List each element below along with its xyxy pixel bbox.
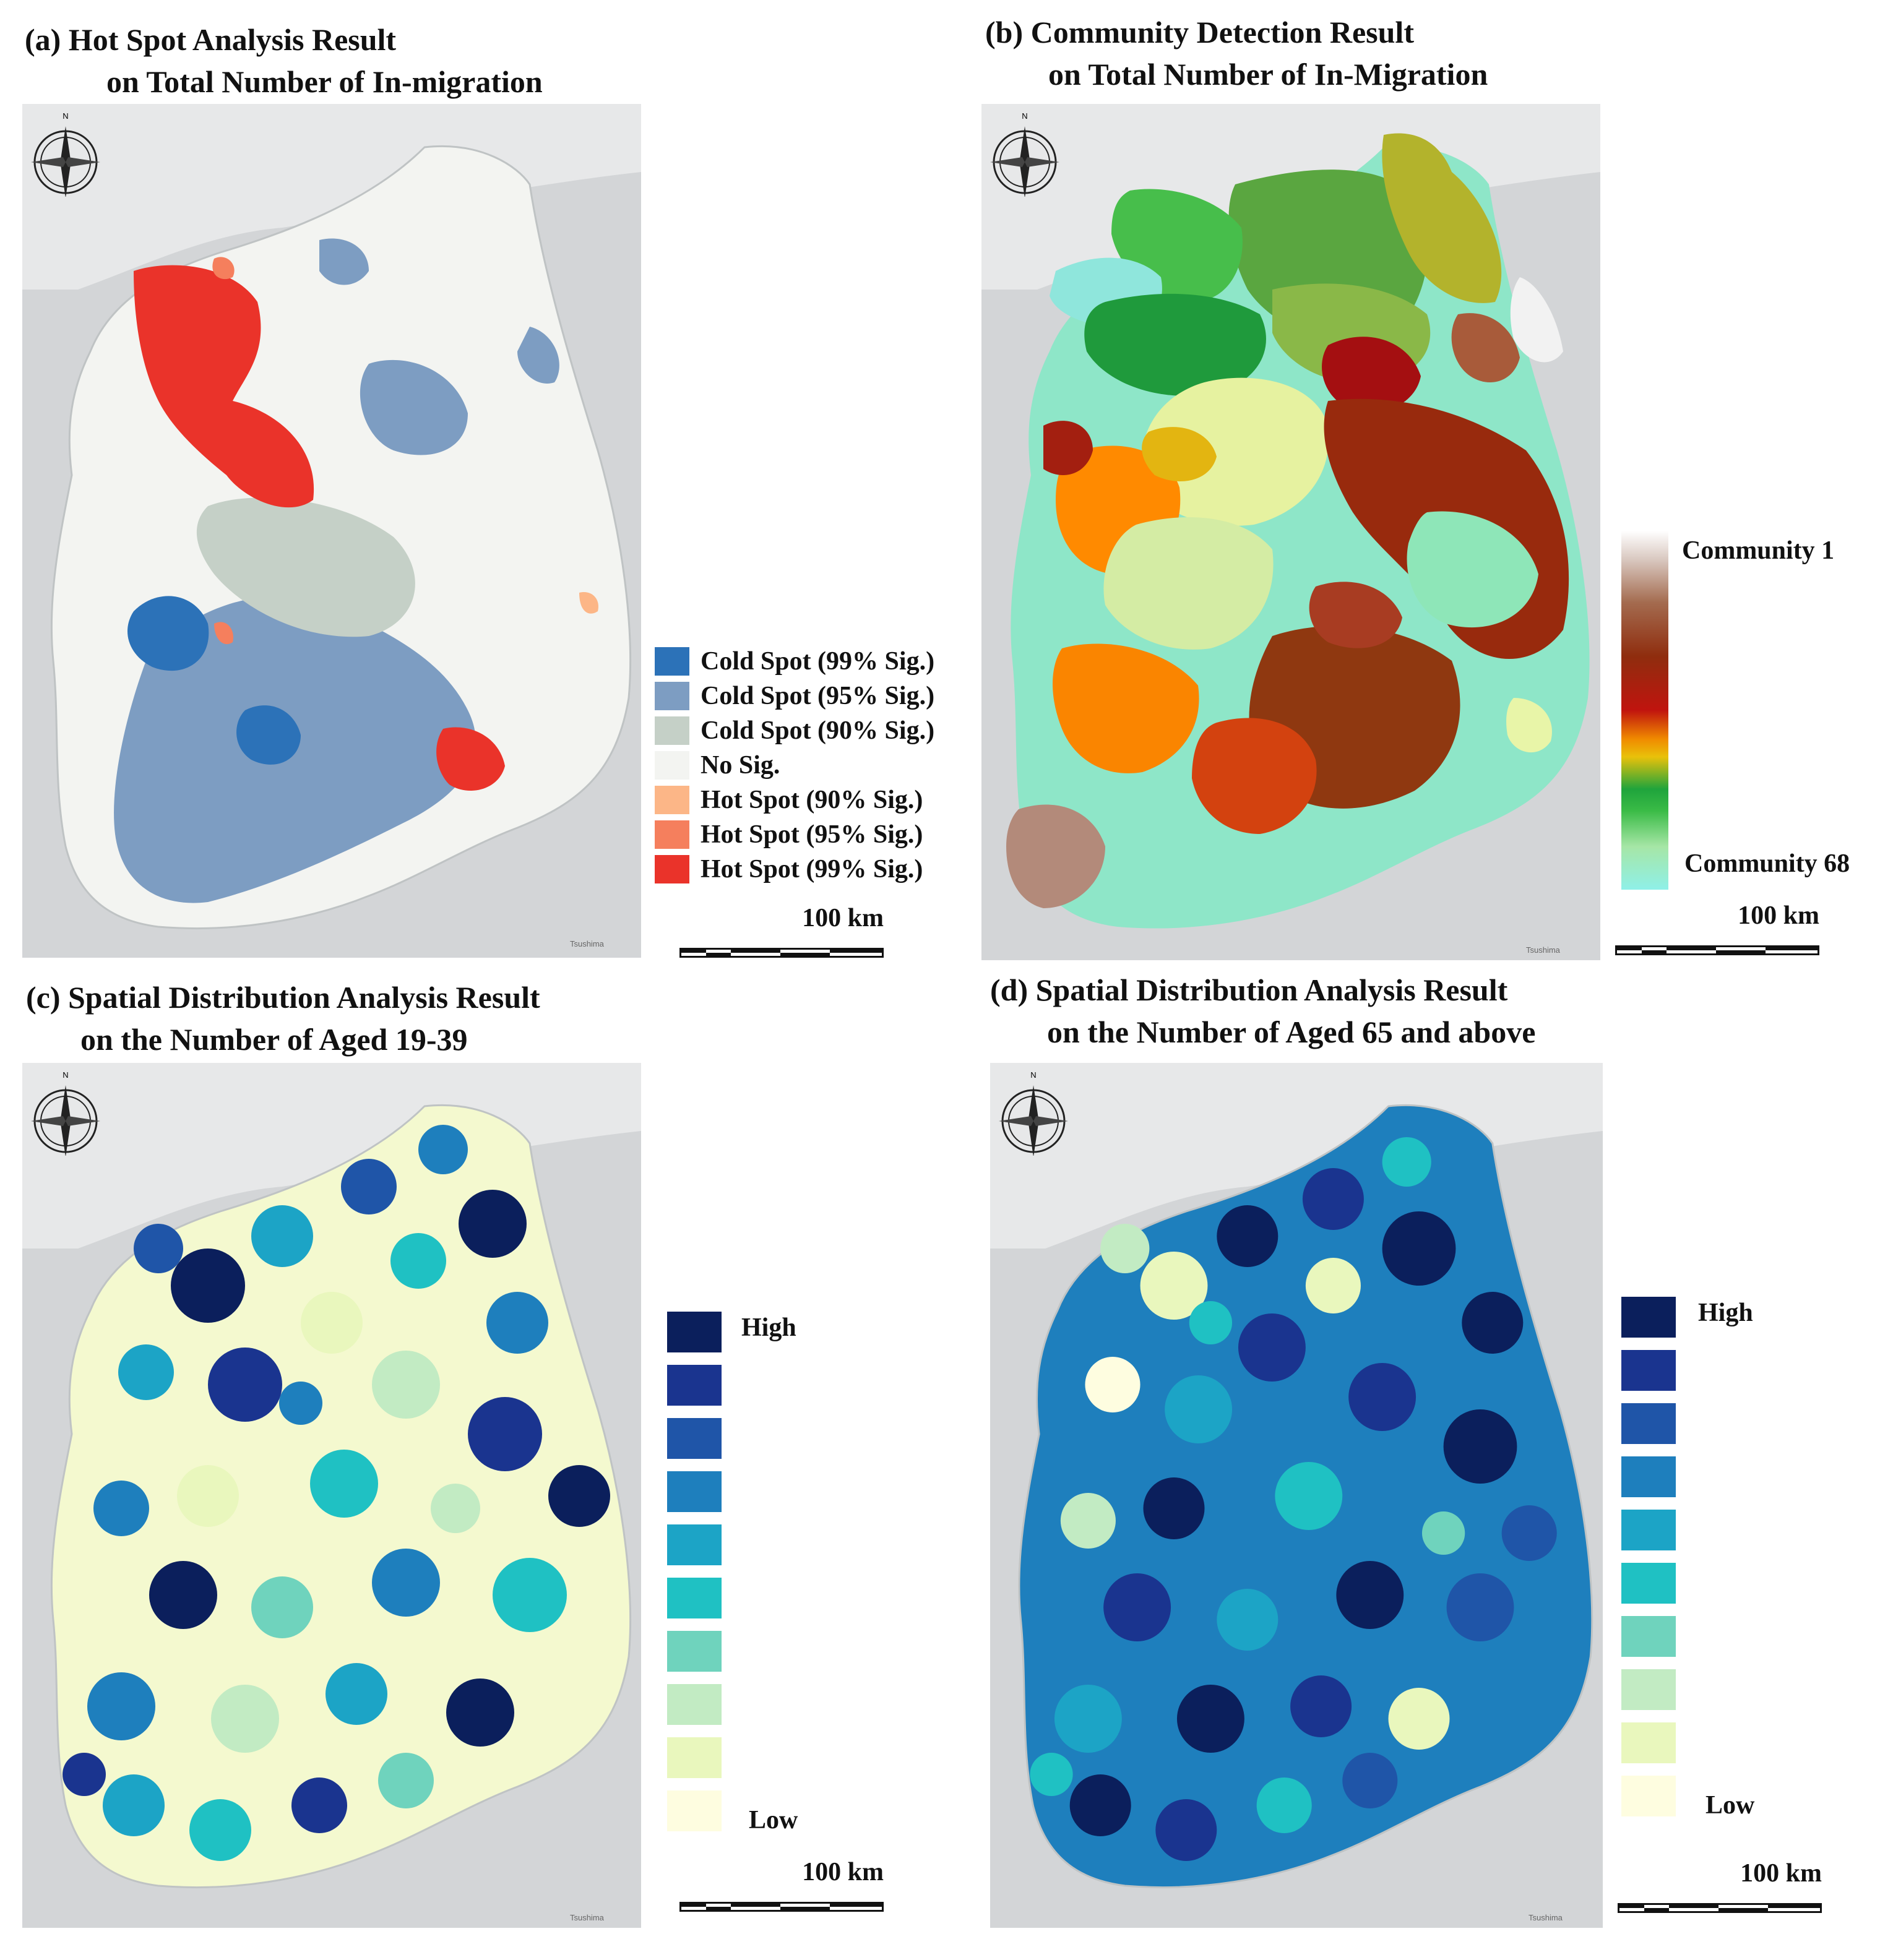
panel-c-title-line2: on the Number of Aged 19-39	[80, 1022, 468, 1057]
panel-d-title-line1: (d) Spatial Distribution Analysis Result	[990, 973, 1508, 1007]
map-d-mosaic	[1030, 1137, 1557, 1861]
legend-c-class-box	[667, 1365, 722, 1406]
legend-a-label: Hot Spot (90% Sig.)	[701, 786, 923, 814]
tsushima-label: Tsushima	[1526, 945, 1560, 955]
map-d-svg	[990, 1063, 1603, 1928]
legend-d-class-box	[1621, 1776, 1676, 1816]
legend-d-class-box	[1621, 1456, 1676, 1497]
legend-b-gradient	[1621, 531, 1668, 890]
legend-c-class-box	[667, 1471, 722, 1512]
map-b-svg	[981, 104, 1600, 960]
legend-c-class-box	[667, 1578, 722, 1618]
legend-d-class-box	[1621, 1297, 1676, 1338]
map-c-svg	[22, 1063, 641, 1928]
legend-d-low-label: Low	[1705, 1791, 1755, 1820]
legend-a-swatch	[655, 716, 689, 745]
map-d[interactable]: N Tsushima	[990, 1063, 1603, 1928]
panel-d-title-line2: on the Number of Aged 65 and above	[1047, 1015, 1536, 1049]
legend-a-label: Hot Spot (99% Sig.)	[701, 855, 923, 883]
compass-rose-icon: N	[28, 110, 103, 197]
legend-c-class-box	[667, 1684, 722, 1725]
legend-c-class-box	[667, 1737, 722, 1778]
panel-a-title-line1: (a) Hot Spot Analysis Result	[25, 22, 397, 57]
legend-a-swatch	[655, 647, 689, 676]
legend-a-swatch	[655, 855, 689, 883]
map-a[interactable]: N Tsushima	[22, 104, 641, 958]
panel-a-title-line2: on Total Number of In-migration	[106, 64, 543, 99]
legend-a-label: Hot Spot (95% Sig.)	[701, 820, 923, 849]
legend-a-swatch	[655, 751, 689, 780]
scale-bar-c: 100 km	[679, 1858, 884, 1912]
compass-rose-icon: N	[988, 110, 1062, 197]
legend-c-low-label: Low	[749, 1806, 798, 1834]
panel-b-title-line1: (b) Community Detection Result	[985, 15, 1414, 49]
legend-d-class-box	[1621, 1616, 1676, 1657]
tsushima-label: Tsushima	[570, 1913, 604, 1922]
compass-n-label: N	[63, 1070, 68, 1080]
legend-b-bottom-label: Community 68	[1684, 849, 1850, 878]
legend-a-label: No Sig.	[701, 751, 780, 780]
map-a-svg	[22, 104, 641, 958]
map-b[interactable]: N Tsushima	[981, 104, 1600, 960]
legend-c-class-box	[667, 1631, 722, 1672]
compass-n-label: N	[63, 111, 68, 121]
scale-bar-b: 100 km	[1615, 901, 1819, 955]
legend-d-class-box	[1621, 1722, 1676, 1763]
scale-label-d: 100 km	[1740, 1859, 1822, 1888]
legend-d-class-box	[1621, 1563, 1676, 1604]
map-c[interactable]: N Tsushima	[22, 1063, 641, 1928]
legend-b-top-label: Community 1	[1682, 536, 1835, 565]
legend-c-class-box	[667, 1790, 722, 1831]
panel-a-title: (a) Hot Spot Analysis Result on Total Nu…	[25, 19, 543, 103]
legend-a-swatch	[655, 820, 689, 849]
legend-a-swatch	[655, 786, 689, 814]
scale-label-b: 100 km	[1738, 901, 1819, 930]
legend-d-class-box	[1621, 1669, 1676, 1710]
scale-bar-d: 100 km	[1618, 1859, 1822, 1913]
legend-c-class-box	[667, 1312, 722, 1352]
legend-c-class-box	[667, 1524, 722, 1565]
legend-a-label: Cold Spot (99% Sig.)	[701, 647, 935, 676]
panel-c-title: (c) Spatial Distribution Analysis Result…	[26, 976, 540, 1060]
legend-d-class-box	[1621, 1350, 1676, 1391]
tsushima-label: Tsushima	[570, 939, 604, 948]
scale-bar-a: 100 km	[679, 904, 884, 958]
legend-d-class-box	[1621, 1510, 1676, 1550]
legend-c-class-box	[667, 1418, 722, 1459]
panel-b-title-line2: on Total Number of In-Migration	[1048, 57, 1488, 92]
legend-d-class-box	[1621, 1403, 1676, 1444]
compass-rose-icon: N	[28, 1069, 103, 1156]
scale-label-a: 100 km	[802, 904, 884, 932]
scale-label-c: 100 km	[802, 1858, 884, 1886]
compass-rose-icon: N	[996, 1069, 1071, 1156]
legend-c-high-label: High	[741, 1313, 796, 1342]
compass-n-label: N	[1022, 111, 1027, 121]
map-c-mosaic	[63, 1125, 610, 1861]
panel-c-title-line1: (c) Spatial Distribution Analysis Result	[26, 980, 540, 1015]
legend-a-label: Cold Spot (90% Sig.)	[701, 716, 935, 745]
legend-a-swatch	[655, 682, 689, 710]
tsushima-label: Tsushima	[1529, 1913, 1563, 1922]
compass-n-label: N	[1030, 1070, 1036, 1080]
legend-d-high-label: High	[1698, 1299, 1753, 1327]
legend-a-label: Cold Spot (95% Sig.)	[701, 682, 935, 710]
panel-b-title: (b) Community Detection Result on Total …	[985, 11, 1488, 95]
panel-d-title: (d) Spatial Distribution Analysis Result…	[990, 969, 1535, 1053]
